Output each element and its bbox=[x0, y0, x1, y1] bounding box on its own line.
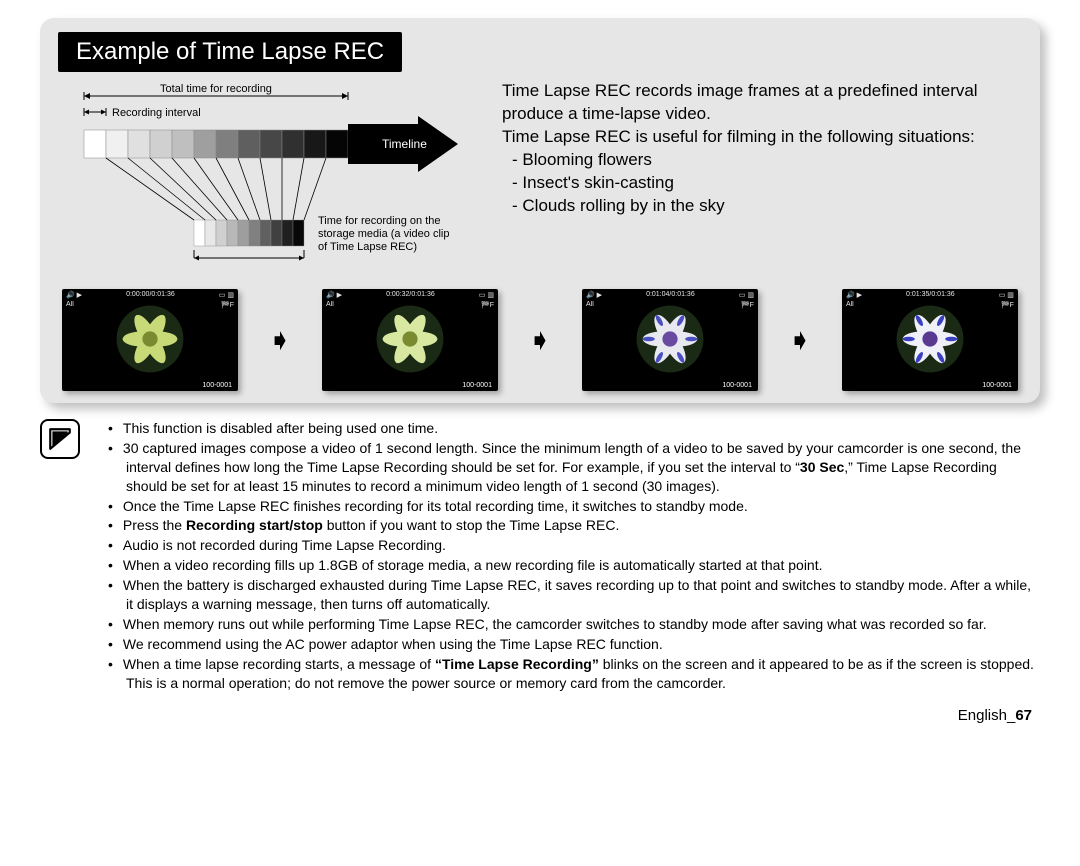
note-item: Press the Recording start/stop button if… bbox=[92, 516, 1040, 535]
desc-item: - Insect's skin-casting bbox=[502, 172, 1016, 195]
video-thumb: 🔊 ▶0:00:00/0:01:36▭ ▥ All🏁F 100-0001 bbox=[62, 289, 238, 391]
note-item: When a video recording fills up 1.8GB of… bbox=[92, 556, 1040, 575]
note-item: Audio is not recorded during Time Lapse … bbox=[92, 536, 1040, 555]
example-panel: Example of Time Lapse REC Timeline Total … bbox=[40, 18, 1040, 403]
svg-text:Time for recording on the: Time for recording on the bbox=[318, 215, 440, 227]
note-icon bbox=[40, 419, 80, 459]
note-item: This function is disabled after being us… bbox=[92, 419, 1040, 438]
frames-row: 🔊 ▶0:00:00/0:01:36▭ ▥ All🏁F 100-0001 ➧ 🔊 ▶… bbox=[40, 283, 1040, 391]
description-text: Time Lapse REC records image frames at a… bbox=[502, 80, 1016, 283]
note-item: When memory runs out while performing Ti… bbox=[92, 615, 1040, 634]
svg-text:Total time for recording: Total time for recording bbox=[160, 83, 272, 95]
note-item: Once the Time Lapse REC finishes recordi… bbox=[92, 497, 1040, 516]
arrow-icon: ➧ bbox=[267, 323, 292, 358]
arrow-icon: ➧ bbox=[527, 323, 552, 358]
footer-page: 67 bbox=[1015, 707, 1032, 724]
svg-text:storage media (a video clip: storage media (a video clip bbox=[318, 228, 449, 240]
note-item: 30 captured images compose a video of 1 … bbox=[92, 439, 1040, 496]
desc-item: - Clouds rolling by in the sky bbox=[502, 195, 1016, 218]
notes-list: This function is disabled after being us… bbox=[92, 419, 1040, 693]
video-thumb: 🔊 ▶0:01:04/0:01:36▭ ▥ All🏁F 100-0001 bbox=[582, 289, 758, 391]
note-item: We recommend using the AC power adaptor … bbox=[92, 635, 1040, 654]
notes-section: This function is disabled after being us… bbox=[40, 419, 1040, 693]
svg-text:Recording interval: Recording interval bbox=[112, 107, 201, 119]
desc-p1: Time Lapse REC records image frames at a… bbox=[502, 80, 1016, 126]
footer-lang: English_ bbox=[958, 707, 1016, 724]
page-footer: English_67 bbox=[40, 707, 1040, 724]
desc-p2: Time Lapse REC is useful for filming in … bbox=[502, 126, 1016, 149]
video-thumb: 🔊 ▶0:00:32/0:01:36▭ ▥ All🏁F 100-0001 bbox=[322, 289, 498, 391]
note-item: When a time lapse recording starts, a me… bbox=[92, 655, 1040, 693]
svg-text:of Time Lapse REC): of Time Lapse REC) bbox=[318, 241, 417, 253]
timeline-diagram: Timeline Total time for recording Recordin… bbox=[64, 80, 484, 283]
video-thumb: 🔊 ▶0:01:35/0:01:36▭ ▥ All🏁F 100-0001 bbox=[842, 289, 1018, 391]
arrow-icon: ➧ bbox=[787, 323, 812, 358]
note-item: When the battery is discharged exhausted… bbox=[92, 576, 1040, 614]
desc-item: - Blooming flowers bbox=[502, 149, 1016, 172]
panel-title: Example of Time Lapse REC bbox=[58, 32, 402, 72]
svg-text:Timeline: Timeline bbox=[382, 137, 427, 151]
